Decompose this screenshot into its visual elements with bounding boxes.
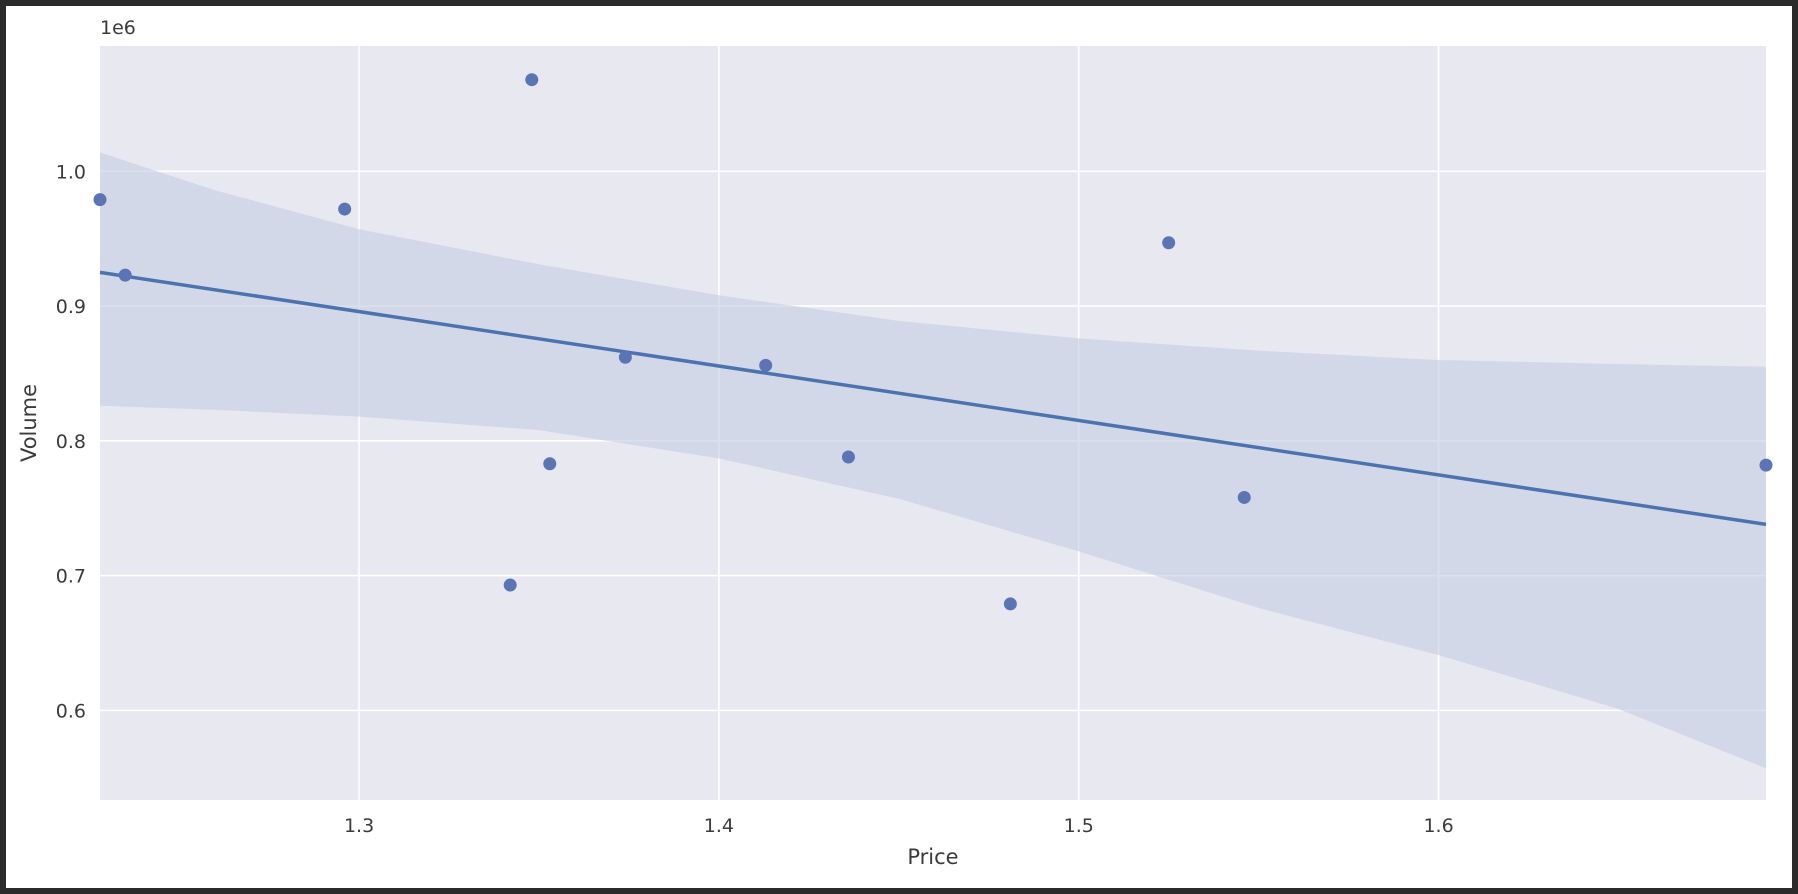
data-point xyxy=(118,268,132,282)
y-tick-label: 0.6 xyxy=(56,700,86,722)
y-offset-label: 1e6 xyxy=(100,17,136,39)
data-point xyxy=(338,202,352,216)
regression-scatter-chart: 1.3 1.4 1.5 1.6 0.6 0.7 0.8 0.9 1.0 1e6 Price V… xyxy=(17,17,1773,869)
data-point xyxy=(1759,458,1773,472)
chart-frame: 1.3 1.4 1.5 1.6 0.6 0.7 0.8 0.9 1.0 1e6 Price V… xyxy=(6,6,1792,888)
x-tick-label: 1.6 xyxy=(1423,815,1453,837)
data-point xyxy=(759,358,773,372)
data-point xyxy=(1003,597,1017,611)
y-tick-label: 0.7 xyxy=(56,566,86,588)
data-point xyxy=(1162,236,1176,250)
regression-line xyxy=(99,270,1767,527)
x-tick-label: 1.3 xyxy=(344,815,374,837)
confidence-band xyxy=(100,152,1766,769)
y-tick-label: 0.8 xyxy=(56,431,86,453)
data-point xyxy=(93,193,107,207)
x-tick-label: 1.5 xyxy=(1064,815,1094,837)
y-tick-label: 1.0 xyxy=(56,161,86,183)
data-point xyxy=(503,578,517,592)
y-axis-label: Volume xyxy=(17,384,41,462)
data-points xyxy=(93,73,1773,611)
y-tick-labels: 0.6 0.7 0.8 0.9 1.0 xyxy=(56,161,86,722)
x-tick-labels: 1.3 1.4 1.5 1.6 xyxy=(344,815,1454,837)
data-point xyxy=(543,457,557,471)
data-point xyxy=(841,450,855,464)
x-axis-label: Price xyxy=(907,845,958,869)
x-tick-label: 1.4 xyxy=(704,815,734,837)
y-tick-label: 0.9 xyxy=(56,296,86,318)
data-point xyxy=(618,350,632,364)
data-point xyxy=(525,73,539,87)
data-point xyxy=(1237,490,1251,504)
